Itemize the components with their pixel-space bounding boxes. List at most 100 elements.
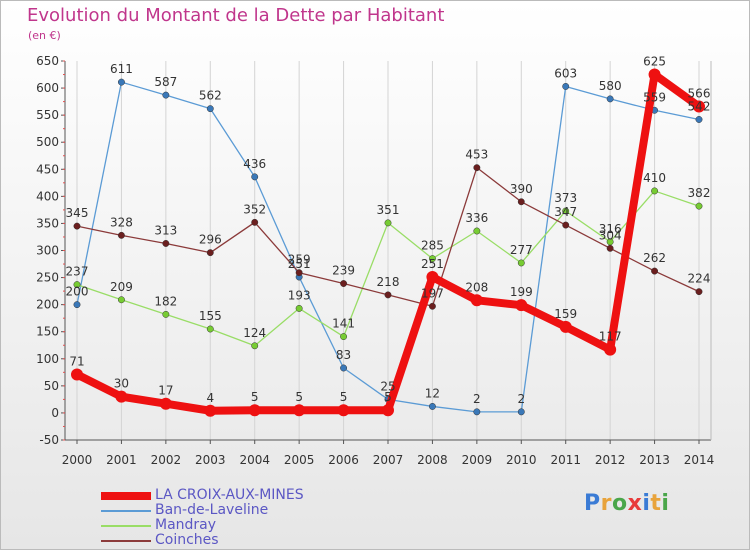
data-point	[162, 91, 170, 99]
y-tick-label: 200	[36, 298, 59, 312]
data-label: 328	[110, 215, 133, 229]
data-point	[648, 68, 661, 81]
x-tick-label: 2003	[195, 453, 226, 467]
data-point	[473, 164, 481, 172]
data-label: 559	[643, 90, 666, 104]
data-label: 182	[154, 294, 177, 308]
data-point	[559, 320, 572, 333]
data-label: 5	[295, 390, 303, 404]
data-label: 251	[421, 257, 444, 271]
data-label: 117	[599, 330, 622, 344]
data-label: 390	[510, 182, 533, 196]
data-point	[470, 294, 483, 307]
data-point	[162, 310, 170, 318]
x-tick-label: 2005	[284, 453, 315, 467]
data-point	[340, 280, 348, 287]
data-label: 17	[158, 384, 173, 398]
data-label: 25	[380, 379, 395, 393]
logo-letter: t	[650, 491, 662, 516]
data-label: 566	[688, 86, 711, 100]
data-point	[340, 333, 348, 341]
data-label: 352	[243, 202, 266, 216]
data-point	[562, 221, 570, 229]
data-label: 285	[421, 239, 444, 253]
legend-item: Mandray	[101, 517, 431, 534]
data-label: 296	[199, 233, 222, 247]
data-point	[73, 301, 81, 309]
x-tick-label: 2012	[595, 453, 626, 467]
data-point	[206, 249, 214, 257]
data-point	[159, 397, 172, 410]
data-point	[295, 304, 303, 312]
x-tick-label: 2010	[506, 453, 537, 467]
data-point	[251, 218, 259, 226]
data-label: 304	[599, 228, 622, 242]
data-label: 193	[288, 288, 311, 302]
data-point	[428, 402, 436, 410]
data-point	[517, 259, 525, 267]
data-point	[562, 207, 570, 215]
x-tick-label: 2011	[550, 453, 581, 467]
y-tick-label: 0	[51, 406, 59, 420]
legend-item: Coinches	[101, 532, 431, 549]
data-label: 436	[243, 157, 266, 171]
x-tick-label: 2001	[106, 453, 137, 467]
data-point	[517, 198, 525, 206]
data-point	[384, 219, 392, 227]
data-point	[384, 291, 392, 299]
data-label: 4	[206, 391, 214, 405]
x-tick-label: 2007	[373, 453, 404, 467]
data-label: 30	[114, 377, 129, 391]
data-point	[206, 105, 214, 113]
data-point	[117, 78, 125, 86]
y-tick-label: 150	[36, 325, 59, 339]
data-label: 159	[554, 307, 577, 321]
data-point	[651, 187, 659, 195]
data-label: 611	[110, 62, 133, 76]
unit-label: (en €)	[28, 29, 61, 42]
y-tick-label: 550	[36, 108, 59, 122]
data-label: 373	[554, 191, 577, 205]
y-tick-label: 100	[36, 352, 59, 366]
data-point	[693, 100, 705, 113]
data-point	[117, 231, 125, 239]
data-point	[337, 404, 350, 417]
data-point	[71, 368, 83, 381]
data-label: 587	[154, 75, 177, 89]
x-tick-label: 2000	[62, 453, 93, 467]
data-point	[695, 288, 703, 296]
data-point	[606, 95, 614, 103]
logo-letter: i	[642, 491, 651, 516]
data-point	[604, 343, 617, 356]
data-point	[473, 227, 481, 235]
data-point	[251, 342, 259, 350]
data-point	[295, 269, 303, 277]
data-point	[340, 364, 348, 372]
data-label: 12	[425, 386, 440, 400]
logo-letter: P	[584, 491, 601, 516]
x-tick-label: 2002	[151, 453, 182, 467]
data-point	[248, 404, 261, 417]
x-tick-label: 2006	[328, 453, 359, 467]
data-label: 542	[688, 99, 711, 113]
data-label: 259	[288, 253, 311, 267]
data-label: 224	[688, 272, 711, 286]
data-label: 382	[688, 186, 711, 200]
data-label: 2	[473, 392, 481, 406]
legend: LA CROIX-AUX-MINES Ban-de-Laveline Mandray…	[101, 487, 431, 549]
data-label: 5	[251, 390, 259, 404]
data-label: 625	[643, 55, 666, 69]
logo-letter: i	[661, 491, 670, 516]
data-label: 313	[154, 223, 177, 237]
data-label: 2	[517, 392, 525, 406]
data-label: 580	[599, 79, 622, 93]
data-label: 209	[110, 280, 133, 294]
x-tick-label: 2013	[639, 453, 670, 467]
data-point	[73, 222, 81, 230]
data-label: 345	[66, 206, 89, 220]
data-label: 208	[465, 280, 488, 294]
data-label: 199	[510, 285, 533, 299]
data-point	[382, 404, 394, 417]
legend-swatch	[101, 492, 151, 500]
